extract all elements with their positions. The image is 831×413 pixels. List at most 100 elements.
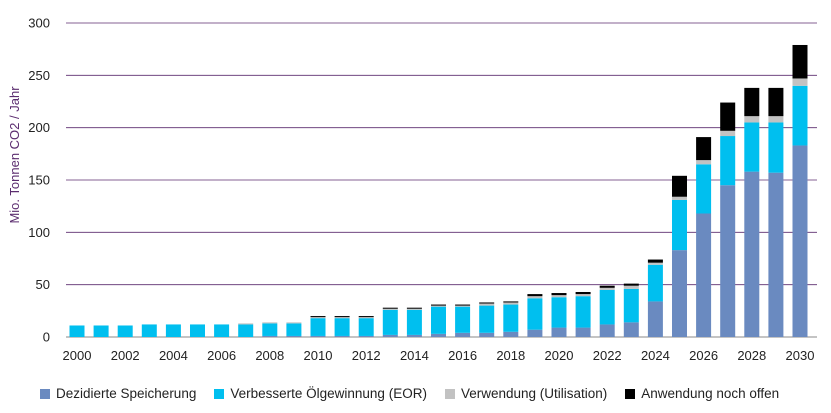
bar-segment-2030-s0	[792, 145, 808, 337]
bar-segment-2002-s1	[117, 325, 133, 337]
bar-segment-2025-s2	[672, 196, 687, 200]
y-tick-label: 0	[43, 330, 50, 345]
bar-segment-2024-s3	[647, 259, 663, 263]
legend-label: Verwendung (Utilisation)	[460, 386, 608, 401]
bar-segment-2017-s3	[479, 302, 495, 304]
bar-segment-2022-s2	[599, 287, 615, 290]
bar-segment-2011-s2	[334, 317, 350, 319]
bar-segment-2007-s1	[238, 324, 254, 337]
x-tick-label: 2000	[63, 348, 92, 363]
y-tick-label: 100	[28, 225, 50, 240]
bar-segment-2030-s1	[792, 85, 808, 146]
x-tick-labels: 2000 2002 2004 2006 2008 2010 2012 2014 2016 2018…	[63, 348, 815, 363]
x-tick-label: 2028	[737, 348, 766, 363]
bar-segment-2024-s2	[647, 262, 663, 265]
bar-segment-2028-s2	[744, 116, 760, 123]
bar-segment-2028-s0	[744, 171, 760, 337]
bar-segment-2013-s2	[382, 308, 398, 310]
bar-segment-2006-s1	[214, 324, 230, 337]
bar-segment-2017-s2	[479, 303, 495, 306]
bar-segment-2019-s0	[527, 329, 543, 337]
bar-segment-2021-s0	[575, 327, 591, 337]
bar-segment-2018-s3	[503, 301, 519, 303]
y-tick-label: 300	[28, 16, 50, 31]
bar-segment-2017-s1	[479, 305, 495, 333]
legend-swatch	[214, 388, 225, 399]
bar-segment-2013-s0	[382, 334, 398, 337]
bar-segment-2025-s0	[672, 250, 687, 337]
bar-segment-2027-s1	[720, 136, 736, 186]
bar-segment-2011-s3	[334, 316, 350, 318]
bar-segment-2026-s3	[696, 137, 712, 161]
bar-segment-2030-s3	[792, 44, 808, 79]
bar-segment-2008-s1	[262, 323, 278, 336]
bar-segment-2023-s2	[623, 285, 639, 289]
bar-segment-2026-s1	[696, 164, 712, 214]
bar-segment-2027-s2	[720, 130, 736, 137]
bar-segment-2016-s0	[455, 332, 471, 337]
bar-segment-2014-s3	[406, 307, 422, 309]
bar-segment-2018-s2	[503, 302, 519, 305]
x-tick-label: 2022	[593, 348, 622, 363]
x-tick-label: 2020	[545, 348, 574, 363]
bar-segment-2015-s2	[431, 305, 446, 307]
bar-segment-2029-s0	[768, 172, 784, 337]
bar-segment-2000-s1	[69, 325, 85, 337]
bar-segment-2011-s0	[334, 335, 350, 337]
bar-segment-2023-s3	[623, 283, 639, 286]
bar-segment-2021-s3	[575, 291, 591, 295]
legend-label: Verbesserte Ölgewinnung (EOR)	[230, 386, 427, 401]
bar-segment-2004-s1	[165, 324, 181, 337]
x-tick-label: 2002	[111, 348, 140, 363]
bar-segment-2009-s1	[286, 323, 302, 336]
bar-segment-2016-s3	[455, 304, 471, 306]
x-tick-label: 2026	[689, 348, 718, 363]
legend-swatch	[40, 388, 50, 399]
x-tick-label: 2030	[786, 348, 815, 363]
x-tick-label: 2004	[159, 348, 188, 363]
bar-segment-2021-s2	[575, 294, 591, 297]
bar-segment-2008-s0	[262, 335, 278, 337]
x-tick-label: 2024	[641, 348, 670, 363]
y-tick-label: 200	[28, 120, 50, 135]
bar-segment-2019-s2	[527, 296, 543, 299]
bar-segment-2009-s0	[286, 335, 302, 337]
bar-segment-2019-s1	[527, 298, 543, 330]
legend-item-open: Anwendung noch offen	[625, 386, 779, 401]
bar-segment-2027-s3	[720, 102, 736, 131]
bar-segment-2012-s1	[358, 318, 374, 336]
bar-segment-2012-s3	[358, 316, 374, 318]
x-tick-label: 2018	[496, 348, 525, 363]
bar-segment-2017-s0	[479, 332, 495, 337]
bar-segment-2029-s1	[768, 122, 784, 173]
x-tick-label: 2016	[448, 348, 477, 363]
bar-segment-2001-s1	[93, 325, 109, 337]
legend-swatch	[444, 388, 455, 399]
bar-segment-2020-s0	[551, 327, 567, 337]
x-tick-label: 2008	[255, 348, 284, 363]
legend-swatch	[625, 388, 636, 399]
bar-segment-2010-s3	[310, 316, 326, 318]
x-tick-label: 2012	[352, 348, 381, 363]
y-axis-label: Mio. Tonnen CO2 / Jahr	[7, 86, 22, 224]
bar-segment-2012-s2	[358, 317, 374, 319]
bar-segment-2014-s0	[406, 334, 422, 337]
bar-segment-2025-s1	[672, 199, 687, 251]
bar-segment-2009-s2	[286, 322, 302, 324]
bar-segment-2013-s3	[382, 307, 398, 309]
y-tick-labels: 0 50 100 150 200 250 300	[28, 16, 50, 345]
bar-segment-2016-s1	[455, 306, 471, 333]
bar-segment-2019-s3	[527, 294, 543, 297]
bar-segment-2013-s1	[382, 309, 398, 335]
bar-segment-2015-s1	[431, 306, 446, 334]
bar-segment-2016-s2	[455, 305, 471, 307]
bar-segment-2011-s1	[334, 318, 350, 336]
bar-segment-2026-s2	[696, 160, 712, 165]
legend-label: Anwendung noch offen	[641, 386, 780, 401]
bars	[69, 44, 808, 337]
bar-segment-2022-s3	[599, 285, 615, 288]
bar-segment-2028-s3	[744, 87, 760, 117]
bar-segment-2010-s0	[310, 335, 326, 337]
bar-segment-2025-s3	[672, 175, 687, 197]
